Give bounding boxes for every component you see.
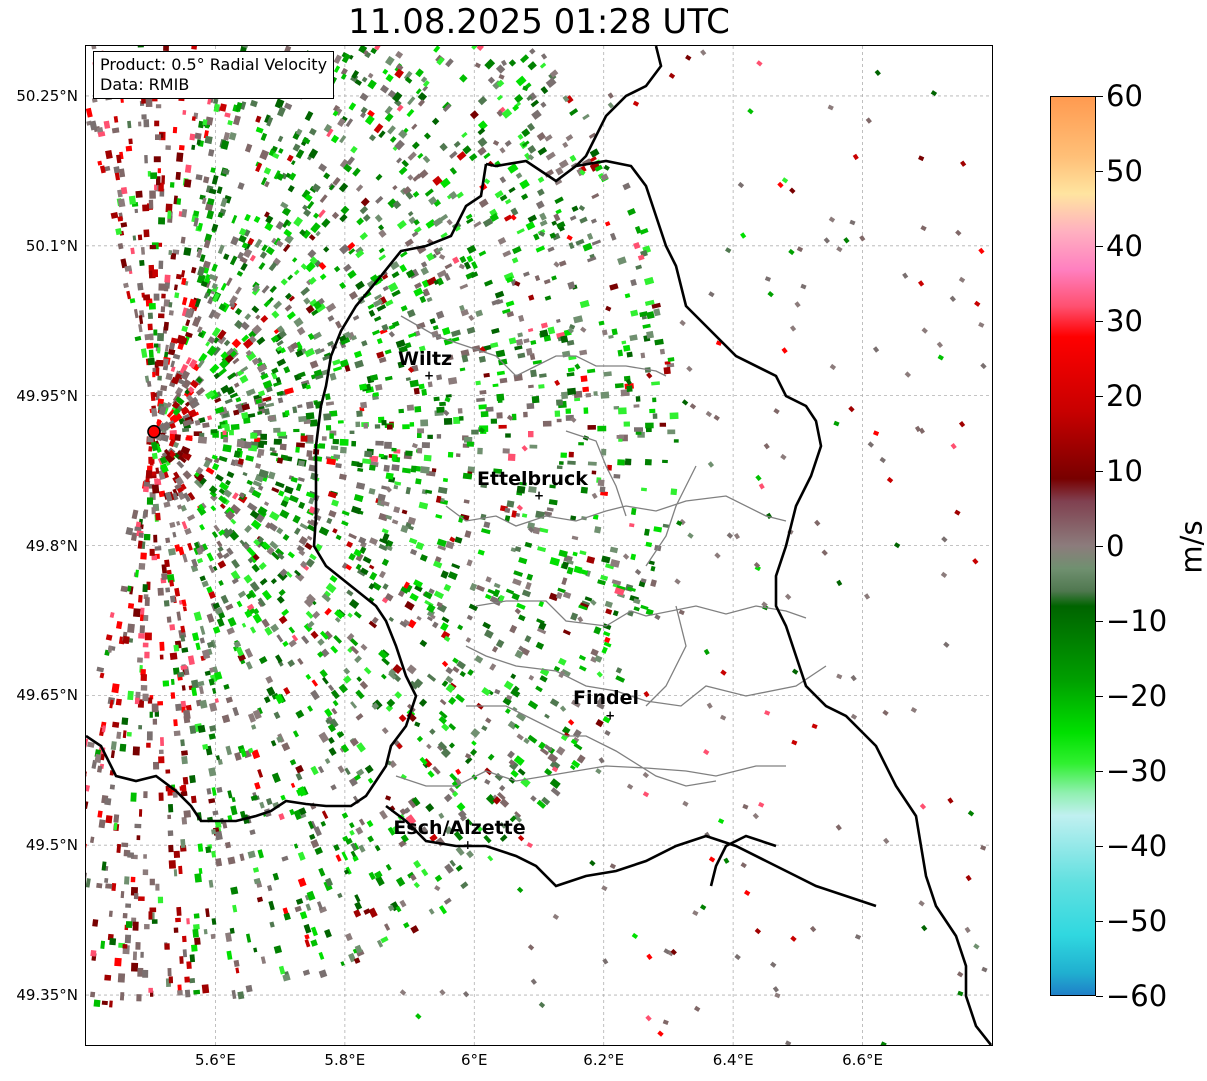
lon-tick-label: 6.6°E [842, 1051, 883, 1069]
colorbar-tick-mark [1096, 321, 1103, 322]
product-label: Product: 0.5° Radial Velocity [100, 55, 328, 74]
colorbar-tick-label: −40 [1106, 829, 1168, 863]
radar-map-canvas: + + + + [86, 46, 992, 1045]
radar-map[interactable]: + + + + [85, 45, 993, 1046]
lat-tick-label: 49.65°N [16, 686, 78, 705]
city-label: Ettelbruck [477, 467, 588, 490]
lat-tick-label: 50.25°N [16, 86, 78, 105]
colorbar-tick-label: 30 [1106, 304, 1143, 338]
lat-tick-label: 50.1°N [25, 236, 78, 255]
lon-tick-label: 6°E [461, 1051, 488, 1069]
city-label: Findel [572, 687, 640, 710]
lat-tick-label: 49.95°N [16, 386, 78, 405]
country-border-germany-luxembourg [485, 159, 992, 1045]
colorbar-tick-mark [1096, 471, 1103, 472]
colorbar-tick-label: 60 [1106, 79, 1143, 113]
borders [86, 46, 992, 1045]
colorbar-tick-mark [1096, 396, 1103, 397]
colorbar-tick-mark [1096, 96, 1103, 97]
lon-tick-label: 6.4°E [712, 1051, 754, 1069]
country-border-germany-belgium [575, 46, 663, 167]
city-label: Esch/Alzette [393, 817, 526, 840]
lat-tick-label: 49.35°N [16, 986, 78, 1005]
colorbar-tick-label: 40 [1106, 229, 1143, 263]
colorbar-tick-mark [1096, 621, 1103, 622]
lat-tick-label: 49.5°N [25, 836, 78, 855]
colorbar-tick-mark [1096, 846, 1103, 847]
lon-tick-label: 6.2°E [583, 1051, 625, 1069]
colorbar-tick-label: −30 [1106, 754, 1168, 788]
city-markers: + + + + [424, 369, 615, 853]
colorbar-tick-mark [1096, 246, 1103, 247]
colorbar-tick-mark [1096, 696, 1103, 697]
velocity-colorbar [1050, 96, 1096, 996]
colorbar-tick-label: 20 [1106, 379, 1143, 413]
colorbar-tick-mark [1096, 921, 1103, 922]
grid-lines [86, 46, 992, 1045]
canton-borders [395, 315, 827, 787]
city-label: Wiltz [397, 347, 453, 370]
city-marker: + [463, 838, 473, 852]
colorbar-tick-mark [1096, 546, 1103, 547]
colorbar-tick-label: −10 [1106, 604, 1168, 638]
country-border-france-luxembourg [385, 804, 877, 908]
city-marker: + [605, 708, 615, 722]
country-border-belgium-luxembourg [86, 163, 488, 823]
radar-site-marker [147, 424, 161, 439]
product-info-box: Product: 0.5° Radial Velocity Data: RMIB [93, 51, 335, 99]
map-title: 11.08.2025 01:28 UTC [348, 2, 730, 42]
data-source-label: Data: RMIB [100, 75, 190, 94]
colorbar-tick-mark [1096, 771, 1103, 772]
radar-site [147, 424, 161, 439]
colorbar-tick-label: −60 [1106, 979, 1168, 1013]
colorbar-tick-label: −20 [1106, 679, 1168, 713]
colorbar-tick-label: 50 [1106, 154, 1143, 188]
city-marker: + [534, 489, 544, 503]
colorbar-tick-mark [1096, 171, 1103, 172]
radar-echoes [86, 46, 988, 1045]
colorbar-tick-label: 10 [1106, 454, 1143, 488]
country-border-france-germany [709, 834, 777, 887]
lon-tick-label: 5.6°E [195, 1051, 236, 1069]
colorbar-tick-label: 0 [1106, 529, 1125, 563]
lat-tick-label: 49.8°N [25, 536, 78, 555]
colorbar-unit-label: m/s [1174, 520, 1207, 574]
lon-tick-label: 5.8°E [324, 1051, 366, 1069]
colorbar-tick-label: −50 [1106, 904, 1168, 938]
colorbar-tick-mark [1096, 996, 1103, 997]
city-marker: + [424, 369, 434, 383]
